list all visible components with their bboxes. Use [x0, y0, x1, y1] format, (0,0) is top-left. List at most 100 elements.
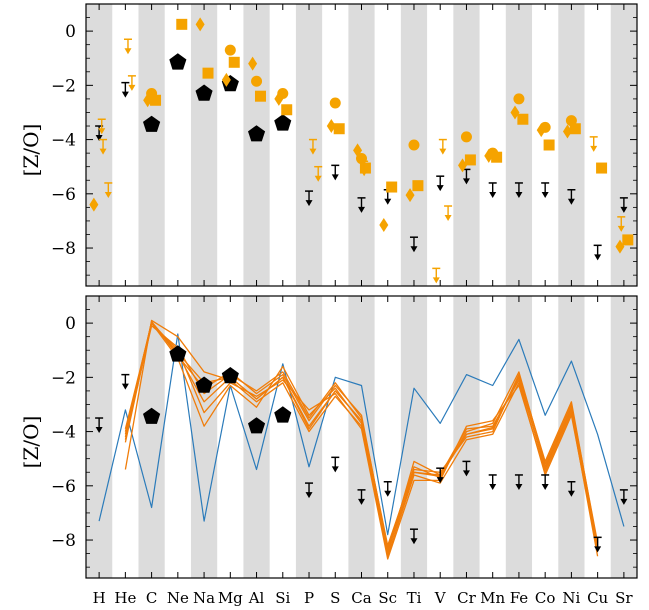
top-square-orange-marker [596, 162, 608, 174]
top-upper-limit-black-marker [331, 164, 340, 181]
top-square-orange-marker [569, 123, 581, 135]
bottom-upper-limit-black-marker [305, 482, 314, 499]
top-upper-limit-orange-marker [432, 267, 441, 284]
top-square-orange-marker [228, 56, 240, 68]
top-upper-limit-black-marker [357, 197, 366, 213]
top-upper-limit-black-marker [593, 244, 602, 261]
top-square-orange-marker [386, 181, 398, 193]
top-shade-band [348, 4, 375, 286]
bottom-pentagon-black-marker [143, 407, 161, 424]
bottom-upper-limit-black-marker [331, 456, 340, 473]
bottom-pentagon-black-marker [274, 406, 292, 423]
bottom-ytick-label: −6 [51, 477, 76, 497]
top-diamond-orange-marker [221, 72, 231, 87]
top-square-orange-marker [543, 139, 555, 151]
top-circle-orange-marker [356, 153, 367, 165]
bottom-shade-band [558, 296, 585, 578]
top-circle-orange-marker [277, 87, 289, 99]
top-diamond-orange-marker [326, 119, 336, 134]
bottom-shade-band [243, 296, 270, 578]
top-upper-limit-orange-marker [104, 182, 113, 198]
top-upper-limit-black-marker [619, 197, 628, 213]
top-ytick-label: 0 [65, 22, 76, 42]
top-pentagon-black-marker [143, 115, 161, 132]
element-label-si: Si [275, 589, 290, 607]
top-panel: 0 −2 −4 −6 −8 [51, 3, 638, 287]
bottom-shade-band [190, 296, 218, 578]
top-square-orange-marker [176, 18, 188, 30]
bottom-axes-frame [85, 295, 638, 579]
top-square-orange-marker [281, 104, 293, 116]
top-square-orange-marker [150, 94, 162, 106]
element-label-cr: Cr [457, 589, 476, 607]
top-upper-limit-black-marker [121, 81, 130, 98]
bottom-upper-limit-black-marker [462, 460, 471, 477]
bottom-upper-limit-black-marker [436, 467, 445, 484]
bottom-upper-limit-black-marker [409, 528, 418, 545]
element-label-ca: Ca [351, 589, 371, 607]
bottom-upper-limit-black-marker [121, 373, 130, 390]
element-label-he: He [114, 589, 136, 607]
element-label-ti: Ti [407, 589, 422, 607]
top-circle-orange-marker [460, 131, 472, 143]
bottom-upper-limit-black-marker [593, 536, 602, 553]
bottom-plot-area [95, 319, 628, 560]
top-upper-limit-orange-marker [97, 118, 106, 135]
top-shade-band [295, 4, 323, 286]
top-upper-limit-black-marker [514, 182, 523, 198]
top-circle-orange-marker [539, 121, 551, 133]
top-upper-limit-orange-marker [617, 216, 626, 232]
top-shade-band [190, 4, 218, 286]
bottom-upper-limit-black-marker [514, 474, 523, 490]
bottom-ytick-label: −2 [51, 368, 76, 388]
top-ytick-label: −8 [51, 239, 76, 259]
top-upper-limit-orange-marker [444, 205, 453, 222]
top-upper-limit-orange-marker [99, 138, 108, 155]
element-label-ne: Ne [167, 589, 189, 607]
bottom-upper-limit-black-marker [383, 480, 392, 497]
element-label-s: S [330, 589, 340, 607]
bottom-series-line-7 [124, 321, 599, 553]
bottom-ytick-label: 0 [65, 314, 76, 334]
top-diamond-orange-marker [379, 217, 389, 232]
top-square-orange-marker [333, 123, 345, 135]
top-square-orange-marker [359, 162, 371, 174]
bottom-pentagon-black-marker [221, 367, 239, 384]
top-pentagon-black-marker [248, 125, 266, 142]
top-ytick-label: −6 [51, 185, 76, 205]
bottom-shade-band [86, 296, 113, 578]
bottom-shade-band [138, 296, 165, 578]
bottom-shade-band [505, 296, 533, 578]
top-shade-band [243, 4, 270, 286]
top-circle-orange-marker [408, 139, 420, 151]
top-circle-orange-marker [513, 93, 525, 105]
top-diamond-orange-marker [405, 188, 415, 203]
bottom-series-line-6 [124, 322, 599, 560]
top-upper-limit-orange-marker [308, 138, 317, 155]
element-label-al: Al [248, 589, 265, 607]
element-label-na: Na [193, 589, 215, 607]
top-upper-limit-orange-marker [314, 165, 323, 182]
top-upper-limit-orange-marker [123, 38, 132, 55]
element-label-p: P [304, 589, 314, 607]
top-diamond-orange-marker [195, 17, 205, 32]
top-upper-limit-orange-marker [360, 160, 369, 177]
element-label-ni: Ni [562, 589, 580, 607]
top-upper-limit-orange-marker [127, 75, 136, 91]
top-upper-limit-black-marker [488, 182, 497, 198]
top-pentagon-black-marker [274, 114, 292, 131]
top-diamond-orange-marker [89, 197, 99, 212]
top-upper-limit-black-marker [305, 190, 314, 207]
top-upper-limit-black-marker [567, 188, 576, 205]
bottom-upper-limit-black-marker [567, 480, 576, 497]
bottom-panel: 0 −2 −4 −6 −8 H He C Ne Na Mg Al Si P S Ca Sc Ti V Cr Mn Fe Co… [51, 295, 638, 607]
element-label-c: C [146, 589, 157, 607]
top-circle-orange-marker [224, 44, 236, 56]
top-square-orange-marker [517, 113, 529, 125]
top-ytick-label: −4 [51, 131, 76, 151]
bottom-ytick-label: −4 [51, 423, 76, 443]
top-diamond-orange-marker [510, 105, 520, 120]
bottom-series-line-5 [124, 325, 599, 547]
top-plot-area [89, 17, 634, 284]
